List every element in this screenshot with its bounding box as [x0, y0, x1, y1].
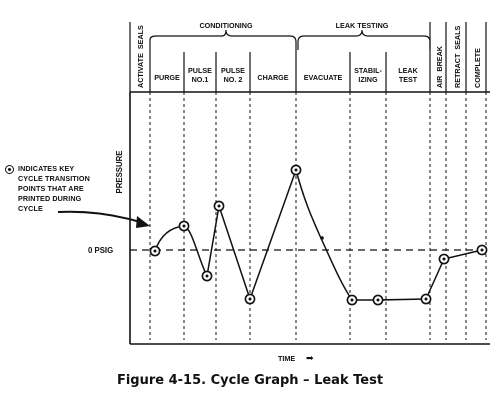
legend-line: INDICATES KEY	[18, 164, 75, 173]
group-braces	[149, 29, 431, 50]
phase-dividers	[149, 92, 487, 340]
legend-line: PRINTED DURING	[18, 194, 82, 203]
step-label-stabilizing: STABIL-IZING	[354, 66, 382, 84]
transition-marker	[290, 164, 302, 176]
step-label-air-break: AIRBREAK	[435, 45, 444, 88]
step-label-leak-test: LEAK TEST	[398, 66, 418, 84]
transition-marker	[244, 293, 256, 305]
step-labels: ACTIVATESEALS PURGE PULSE NO.1 PULSE NO. 2…	[136, 25, 482, 88]
step-label-evacuate: EVACUATE	[304, 73, 343, 82]
y-axis-label: PRESSURE	[115, 151, 124, 194]
step-label-pulse-1: PULSE NO.1	[188, 66, 212, 84]
phase-group-conditioning: CONDITIONING	[199, 21, 253, 30]
circled-dot-icon	[5, 165, 14, 174]
transition-marker	[201, 270, 213, 282]
step-label-pulse-2: PULSE NO. 2	[221, 66, 245, 84]
time-label: TIME	[278, 354, 295, 363]
step-label-charge: CHARGE	[257, 73, 288, 82]
transition-marker	[476, 244, 488, 256]
legend-line: CYCLE	[18, 204, 43, 213]
transition-marker	[213, 200, 225, 212]
legend-line: CYCLE TRANSITION	[18, 174, 90, 183]
transition-marker	[178, 220, 190, 232]
transition-marker	[438, 253, 450, 265]
evacuate-dot	[320, 236, 324, 240]
legend-line: POINTS THAT ARE	[18, 184, 84, 193]
transition-marker	[346, 294, 358, 306]
transition-marker	[149, 245, 161, 257]
zero-psig-label: 0 PSIG	[88, 246, 113, 255]
time-arrow-icon: ➡	[306, 354, 314, 364]
legend: INDICATES KEY CYCLE TRANSITION POINTS TH…	[5, 164, 143, 214]
step-label-purge: PURGE	[154, 73, 180, 82]
legend-arrow	[57, 210, 150, 228]
step-label-activate-seals: ACTIVATESEALS	[136, 25, 145, 88]
transition-marker	[372, 294, 384, 306]
step-label-retract-seals: RETRACTSEALS	[453, 25, 462, 88]
step-label-complete: COMPLETE	[473, 48, 482, 88]
figure-caption: Figure 4-15. Cycle Graph – Leak Test	[116, 373, 384, 388]
phase-group-leak-testing: LEAK TESTING	[336, 21, 389, 30]
transition-markers	[149, 164, 488, 306]
transition-marker	[420, 293, 432, 305]
